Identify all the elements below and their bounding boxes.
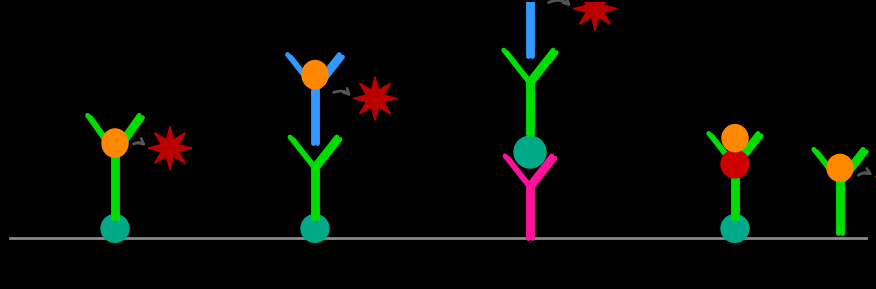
Ellipse shape xyxy=(514,136,546,168)
Polygon shape xyxy=(353,77,397,120)
Polygon shape xyxy=(148,126,192,170)
Ellipse shape xyxy=(102,129,128,157)
Polygon shape xyxy=(573,0,617,31)
Ellipse shape xyxy=(721,150,749,178)
Ellipse shape xyxy=(101,214,129,242)
Polygon shape xyxy=(875,157,876,197)
Ellipse shape xyxy=(721,214,749,242)
Ellipse shape xyxy=(722,125,748,152)
Ellipse shape xyxy=(827,154,853,181)
Ellipse shape xyxy=(301,214,329,242)
Ellipse shape xyxy=(302,60,328,89)
